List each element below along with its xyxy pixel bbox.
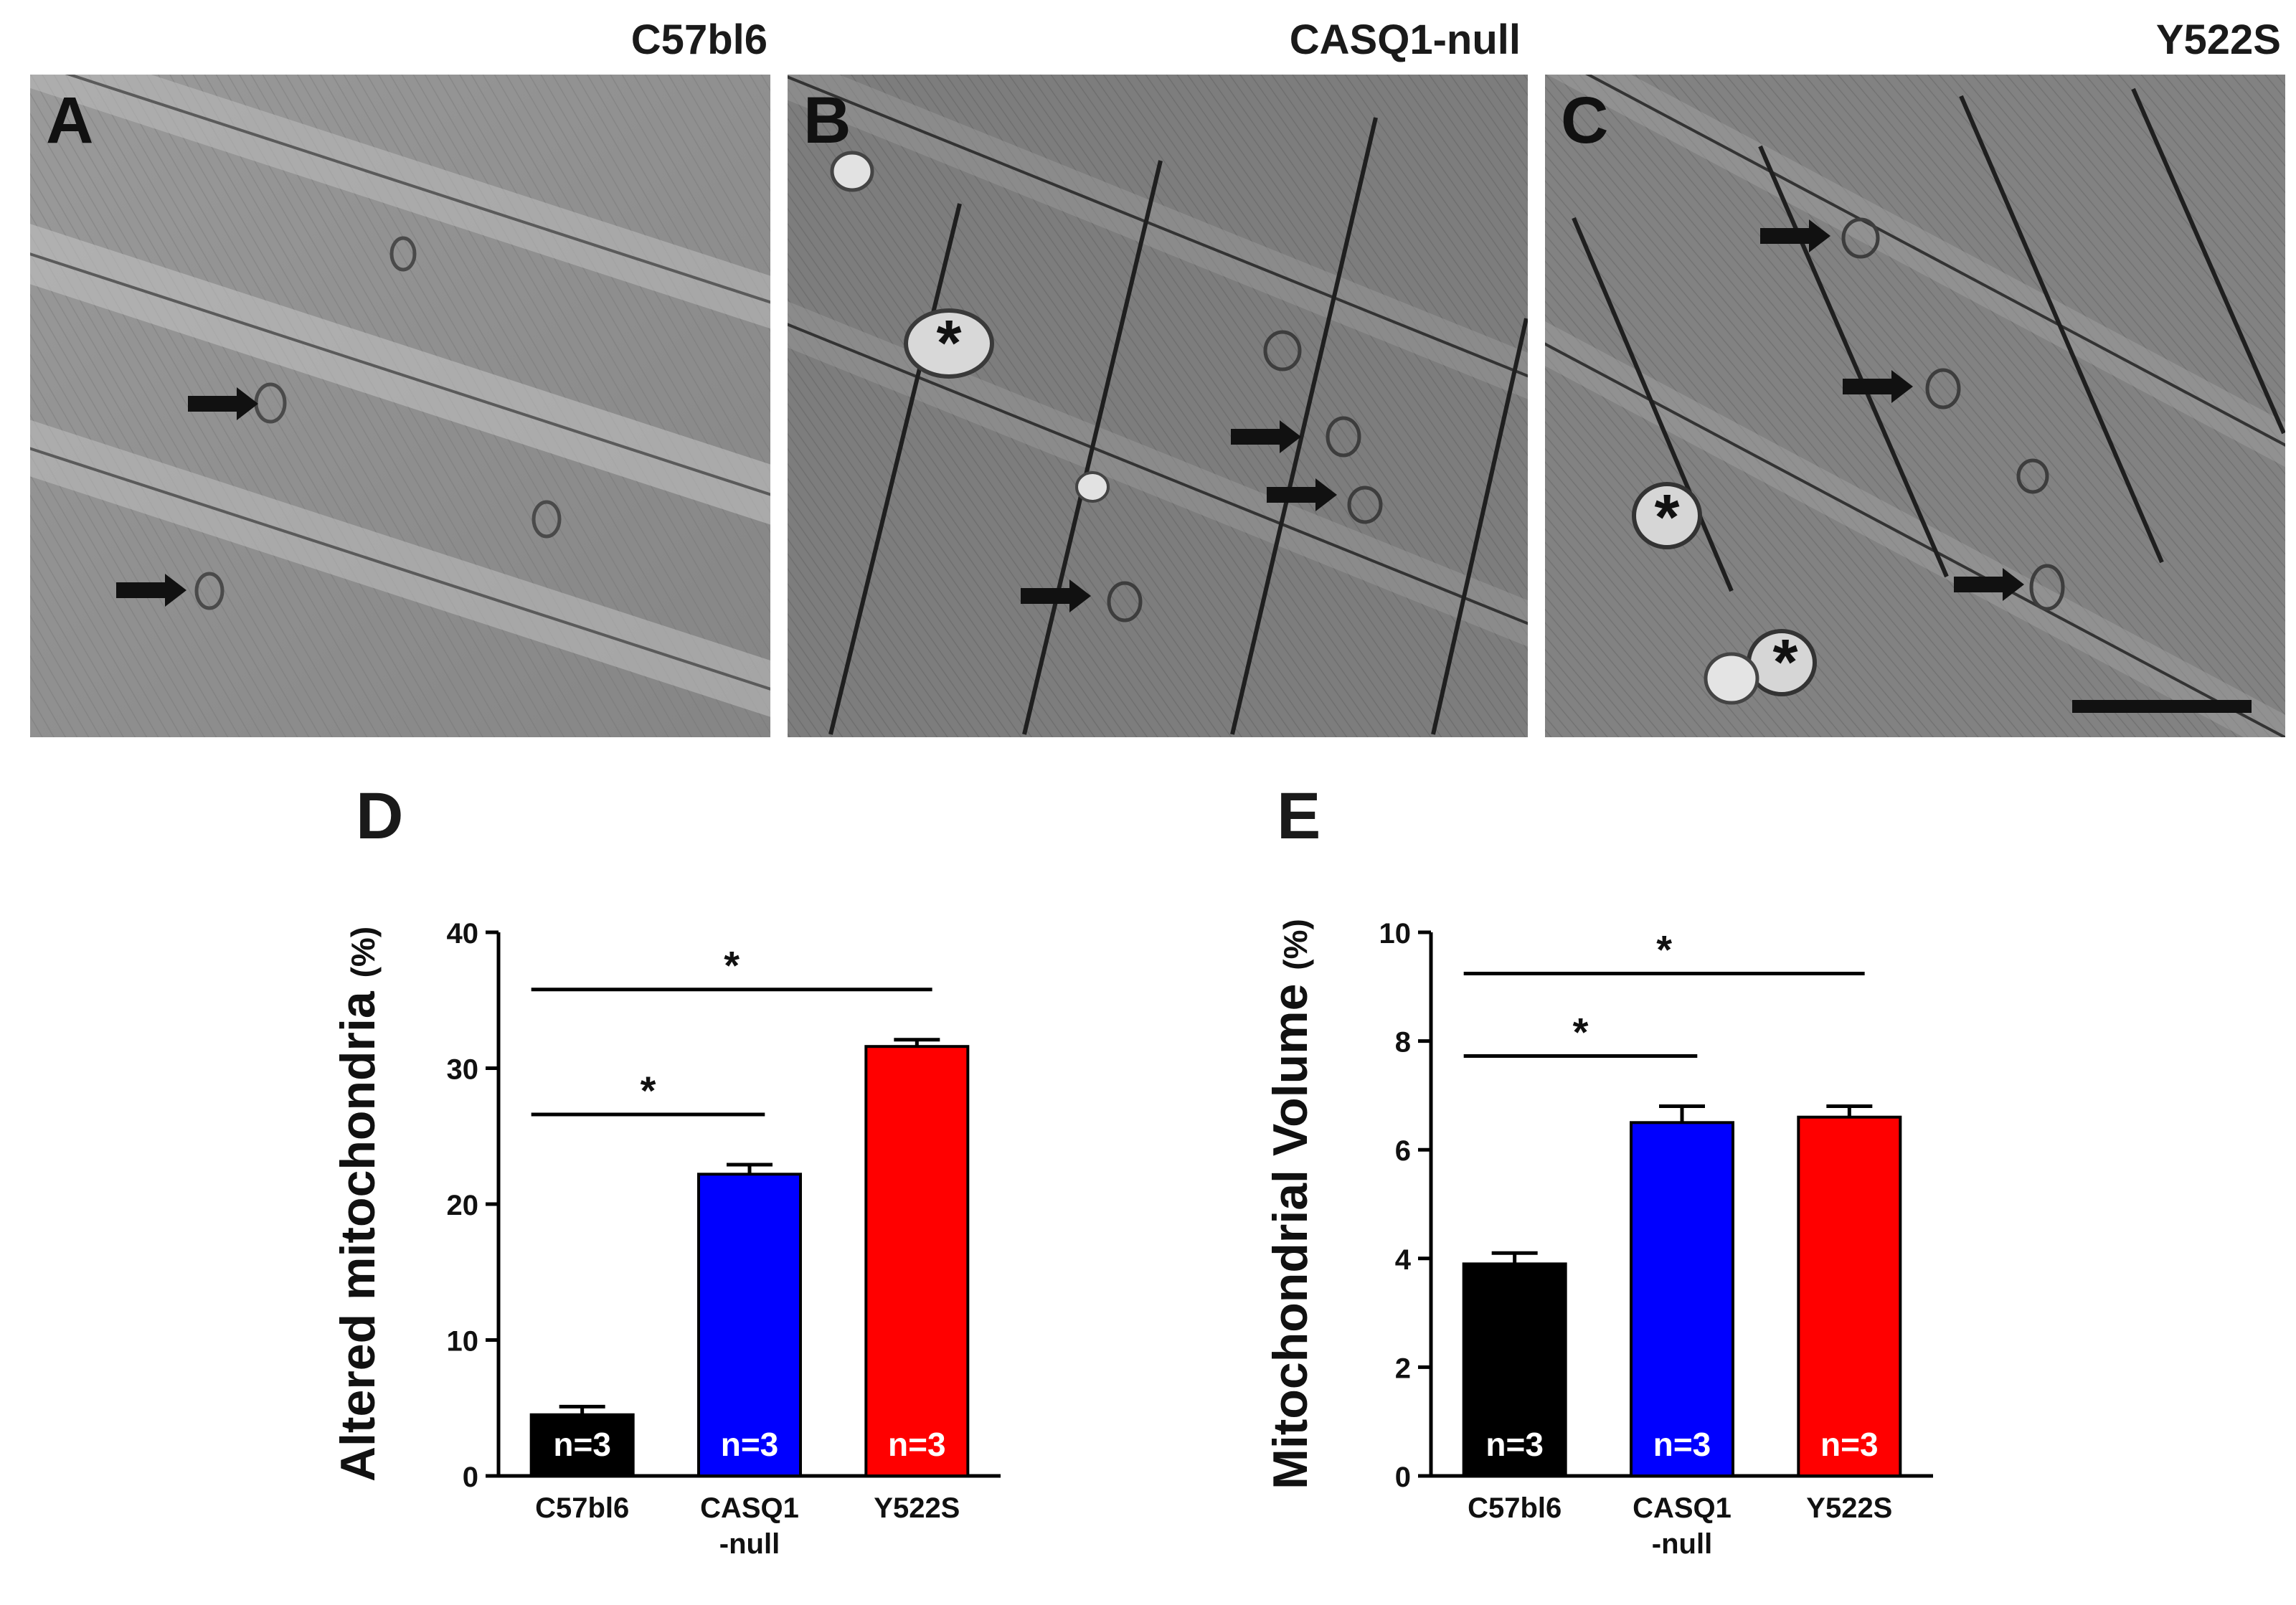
micrograph-b: * B [788,75,1528,737]
chart-d-category-1-line2: -null [719,1528,780,1560]
chart-d-svg: Altered mitochondria (%) 0 10 20 30 40 n=3 C57b… [331,918,1001,1560]
chart-e-ytick-label-4: 8 [1395,1027,1411,1059]
chart-d-bar-label-2: n=3 [888,1426,946,1463]
chart-e-sig-label-1: * [1656,927,1672,972]
panel-c-letter: C [1561,84,1608,157]
chart-d-bar-label-0: n=3 [553,1426,611,1463]
chart-e-bar-label-2: n=3 [1820,1426,1879,1463]
chart-d-bar-label-1: n=3 [721,1426,779,1463]
chart-e-category-2: Y522S [1806,1492,1892,1524]
chart-e-svg: Mitochondrial Volume (%) 0 2 4 6 8 10 n=3 C57bl6… [1263,918,1933,1560]
asterisk-c1: * [1654,482,1679,554]
chart-d-category-2: Y522S [874,1492,960,1524]
chart-e-ytick-label-2: 4 [1395,1244,1412,1276]
chart-e: Mitochondrial Volume (%) 0 2 4 6 8 10 n=3 C57bl6… [1262,875,1980,1599]
chart-e-category-1: CASQ1 [1633,1492,1732,1524]
panel-a-letter: A [46,84,93,157]
chart-e-bar-label-1: n=3 [1653,1426,1711,1463]
chart-d-ylabel-unit: (%) [344,927,382,978]
chart-e-bar-2 [1797,1115,1902,1477]
chart-e-category-0: C57bl6 [1468,1492,1562,1524]
panel-b-title: CASQ1-null [1289,16,1521,63]
chart-d-ytick-label-0: 0 [463,1462,478,1493]
asterisk-b: * [936,308,961,379]
panel-a-title: C57bl6 [630,16,767,63]
chart-d-sig-label-1: * [724,943,740,988]
chart-e-bar-0 [1462,1262,1567,1477]
chart-e-bar-1 [1630,1121,1734,1477]
micrograph-b-image: * B [788,75,1528,737]
chart-e-ytick-label-5: 10 [1379,918,1412,950]
micrograph-c-image: * * C [1545,75,2285,737]
panel-c-title: Y522S [2155,16,2281,63]
chart-e-ylabel: Mitochondrial Volume (%) [1263,919,1318,1490]
micrograph-a: A [30,75,770,737]
panel-d-letter: D [356,780,404,853]
chart-e-ytick-label-3: 6 [1395,1135,1411,1167]
micrograph-a-image: A [30,75,770,737]
chart-e-ytick-label-0: 0 [1395,1462,1411,1493]
chart-d-bar-0 [529,1413,635,1477]
chart-d-ytick-label-3: 30 [447,1054,479,1086]
chart-d-ytick-label-1: 10 [447,1326,479,1358]
chart-d-ytick-label-4: 40 [447,918,479,950]
chart-d-ylabel-main: Altered mitochondria [331,977,385,1482]
chart-e-ylabel-unit: (%) [1277,919,1314,970]
chart-d: Altered mitochondria (%) 0 10 20 30 40 n=3 C57b… [330,875,1047,1599]
chart-e-bar-label-0: n=3 [1485,1426,1544,1463]
scale-bar [2072,700,2252,713]
panel-b-letter: B [803,84,851,157]
micrograph-c: * * C [1545,75,2285,737]
panel-e-letter: E [1277,780,1321,853]
chart-e-ylabel-main: Mitochondrial Volume [1263,970,1318,1490]
chart-d-ylabel: Altered mitochondria (%) [331,927,385,1482]
chart-d-category-1: CASQ1 [700,1492,799,1524]
chart-d-bar-2 [864,1045,970,1477]
chart-d-ytick-label-2: 20 [447,1190,479,1221]
chart-d-sig-label-0: * [641,1068,656,1113]
chart-e-ytick-label-1: 2 [1395,1353,1411,1384]
chart-e-sig-label-0: * [1573,1010,1589,1055]
chart-d-bar-1 [697,1173,802,1477]
asterisk-c2: * [1772,627,1797,699]
chart-e-category-1-line2: -null [1652,1528,1712,1560]
chart-d-category-0: C57bl6 [535,1492,629,1524]
